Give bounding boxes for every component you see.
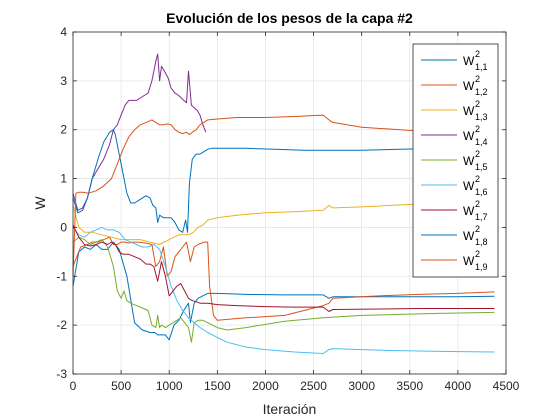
legend-entry-sup: 2	[475, 99, 480, 109]
legend-entry-name: W	[463, 229, 475, 243]
series-lines	[72, 53, 495, 354]
legend-entry-sup: 2	[475, 199, 480, 209]
legend-entry-sup: 2	[475, 224, 480, 234]
legend-entry-name: W	[463, 204, 475, 218]
x-tick-label: 3000	[348, 379, 375, 393]
series-line-1-8	[72, 129, 495, 233]
legend-entry-sup: 2	[475, 124, 480, 134]
legend-entry-sup: 2	[475, 74, 480, 84]
axes-box	[72, 31, 507, 375]
legend-entry-name: W	[463, 104, 475, 118]
x-tick-label: 500	[111, 379, 131, 393]
legend-entry-name: W	[463, 154, 475, 168]
legend-entry-sup: 2	[475, 49, 480, 59]
y-tick-label: -2	[56, 318, 67, 332]
y-tick-label: 1	[60, 172, 67, 186]
series-line-1-3	[72, 200, 495, 245]
legend-entry-sub: 1,3	[475, 112, 488, 122]
series-line-1-1	[72, 241, 495, 341]
legend-entry-sub: 1,4	[475, 137, 488, 147]
x-tick-label: 2500	[300, 379, 327, 393]
legend-entry-sup: 2	[475, 149, 480, 159]
legend-entry-sub: 1,8	[475, 237, 488, 247]
legend: W 21,1W 21,2W 21,3W 21,4W 21,5W 21,6W 21,7W 21,8…	[412, 43, 499, 278]
x-tick-label: 3500	[396, 379, 423, 393]
x-tick-label: 4500	[493, 379, 520, 393]
legend-entry-name: W	[463, 79, 475, 93]
legend-entry-name: W	[463, 254, 475, 268]
legend-entry-sub: 1,2	[475, 87, 488, 97]
legend-entry-sup: 2	[475, 249, 480, 259]
axis-ticks: 0 500 1000 1500 2000 2500 3000 3500 4000 4500 -3 -2…	[56, 25, 519, 393]
series-line-1-7	[72, 224, 495, 312]
chart-title: Evolución de los pesos de la capa #2	[166, 10, 413, 26]
series-line-1-5	[72, 236, 495, 343]
x-tick-label: 1500	[204, 379, 231, 393]
series-line-1-4	[72, 53, 207, 211]
y-tick-label: -1	[56, 269, 67, 283]
legend-entry-sub: 1,9	[475, 262, 488, 272]
legend-entry-name: W	[463, 54, 475, 68]
legend-entry-sub: 1,7	[475, 212, 488, 222]
legend-entry-name: W	[463, 129, 475, 143]
y-tick-label: 0	[60, 220, 67, 234]
legend-entry-sup: 2	[475, 174, 480, 184]
x-axis-label: Iteración	[263, 401, 317, 417]
y-tick-label: 3	[60, 74, 67, 88]
y-tick-label: -3	[56, 367, 67, 381]
x-tick-label: 0	[70, 379, 77, 393]
series-line-1-6	[72, 226, 495, 354]
legend-entry-name: W	[463, 179, 475, 193]
y-axis-label: W	[32, 196, 48, 210]
series-line-1-9	[72, 114, 495, 277]
y-tick-label: 2	[60, 123, 67, 137]
legend-entry-sub: 1,1	[475, 62, 488, 72]
legend-entry-sub: 1,6	[475, 187, 488, 197]
x-tick-label: 2000	[252, 379, 279, 393]
y-tick-label: 4	[60, 25, 67, 39]
x-tick-label: 4000	[445, 379, 472, 393]
legend-entry-sub: 1,5	[475, 162, 488, 172]
x-tick-label: 1000	[156, 379, 183, 393]
